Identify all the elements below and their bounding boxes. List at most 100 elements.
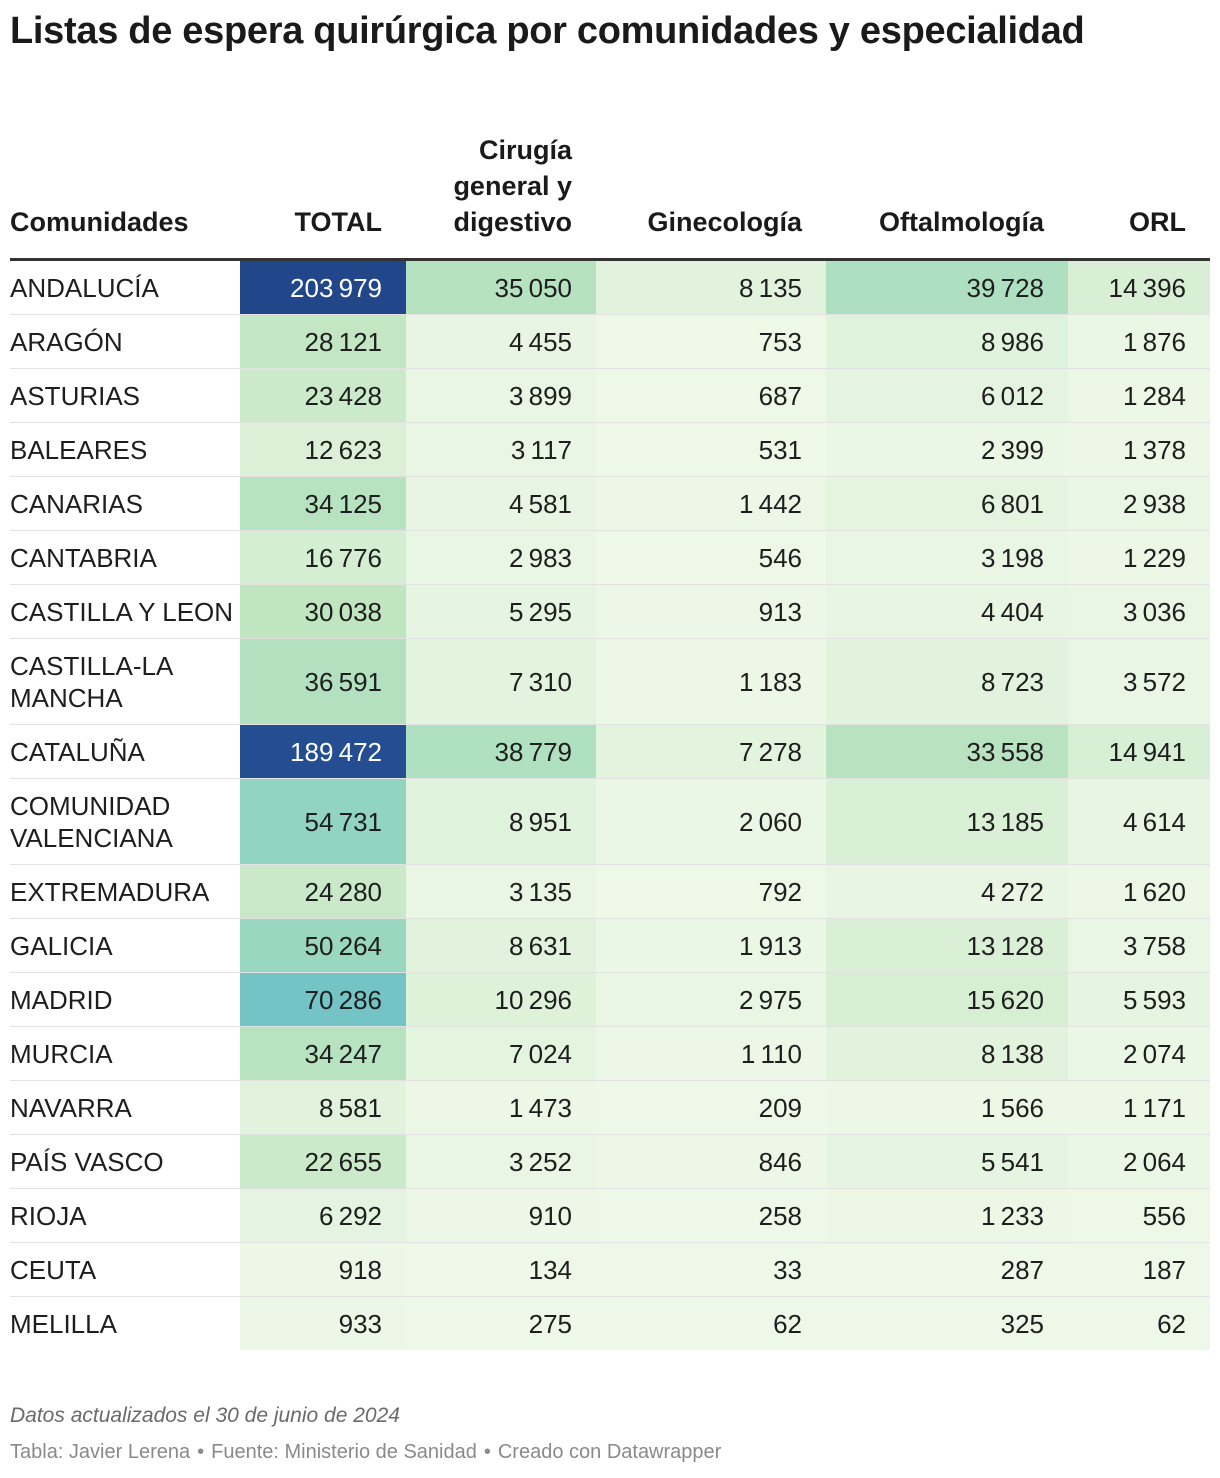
chart-title: Listas de espera quirúrgica por comunida… xyxy=(10,10,1085,52)
cell-ginecologia: 33 xyxy=(596,1242,826,1297)
cell-oftalmologia: 8 138 xyxy=(826,1026,1068,1081)
cell-oftalmologia: 2 399 xyxy=(826,422,1068,477)
cell-total: 918 xyxy=(240,1242,406,1297)
table-row: CASTILLA-LA MANCHA 36 591 7 310 1 183 8 723 3… xyxy=(10,638,1210,725)
row-label: MURCIA xyxy=(10,1026,240,1081)
table-row: CATALUÑA 189 472 38 779 7 278 33 558 14 941 xyxy=(10,724,1210,779)
cell-cirugia: 910 xyxy=(406,1188,596,1243)
row-label: CASTILLA-LA MANCHA xyxy=(10,638,240,725)
cell-oftalmologia: 6 012 xyxy=(826,368,1068,423)
cell-ginecologia: 209 xyxy=(596,1080,826,1135)
cell-cirugia: 3 117 xyxy=(406,422,596,477)
table-row: CANTABRIA 16 776 2 983 546 3 198 1 229 xyxy=(10,530,1210,585)
cell-cirugia: 3 899 xyxy=(406,368,596,423)
cell-total: 16 776 xyxy=(240,530,406,585)
cell-orl: 62 xyxy=(1068,1296,1210,1350)
column-header-total: TOTAL xyxy=(240,108,406,261)
cell-total: 22 655 xyxy=(240,1134,406,1189)
column-header-ginecologia: Ginecología xyxy=(596,108,826,261)
cell-total: 8 581 xyxy=(240,1080,406,1135)
footer-credits: Tabla: Javier Lerena • Fuente: Ministerio … xyxy=(10,1441,721,1464)
cell-orl: 2 938 xyxy=(1068,476,1210,531)
column-header-oftalmologia: Oftalmología xyxy=(826,108,1068,261)
row-label: GALICIA xyxy=(10,918,240,973)
cell-cirugia: 4 455 xyxy=(406,314,596,369)
cell-total: 30 038 xyxy=(240,584,406,639)
cell-oftalmologia: 1 233 xyxy=(826,1188,1068,1243)
row-label: PAÍS VASCO xyxy=(10,1134,240,1189)
row-label: ARAGÓN xyxy=(10,314,240,369)
cell-ginecologia: 2 060 xyxy=(596,778,826,865)
header-row: Comunidades TOTAL Cirugía general y dige… xyxy=(10,108,1210,261)
cell-ginecologia: 687 xyxy=(596,368,826,423)
cell-oftalmologia: 325 xyxy=(826,1296,1068,1350)
table-row: MELILLA 933 275 62 325 62 xyxy=(10,1296,1210,1350)
cell-ginecologia: 1 183 xyxy=(596,638,826,725)
cell-cirugia: 38 779 xyxy=(406,724,596,779)
table-body: ANDALUCÍA 203 979 35 050 8 135 39 728 14 396 A… xyxy=(10,259,1210,1350)
cell-cirugia: 35 050 xyxy=(406,259,596,315)
cell-oftalmologia: 6 801 xyxy=(826,476,1068,531)
footer-tool: Creado con Datawrapper xyxy=(497,1441,722,1463)
table-row: COMUNIDAD VALENCIANA 54 731 8 951 2 060 13 1… xyxy=(10,778,1210,865)
cell-total: 70 286 xyxy=(240,972,406,1027)
cell-total: 50 264 xyxy=(240,918,406,973)
column-header-orl: ORL xyxy=(1068,108,1210,261)
data-table: Comunidades TOTAL Cirugía general y dige… xyxy=(10,108,1210,1350)
cell-oftalmologia: 4 272 xyxy=(826,864,1068,919)
row-label: CANTABRIA xyxy=(10,530,240,585)
cell-ginecologia: 1 442 xyxy=(596,476,826,531)
cell-cirugia: 8 951 xyxy=(406,778,596,865)
cell-oftalmologia: 3 198 xyxy=(826,530,1068,585)
cell-total: 34 125 xyxy=(240,476,406,531)
cell-orl: 1 284 xyxy=(1068,368,1210,423)
cell-ginecologia: 2 975 xyxy=(596,972,826,1027)
row-label: CEUTA xyxy=(10,1242,240,1297)
column-header-comunidades: Comunidades xyxy=(10,108,240,261)
footer-author: Tabla: Javier Lerena xyxy=(10,1441,191,1463)
table-row: ASTURIAS 23 428 3 899 687 6 012 1 284 xyxy=(10,368,1210,423)
cell-cirugia: 7 310 xyxy=(406,638,596,725)
cell-orl: 556 xyxy=(1068,1188,1210,1243)
cell-cirugia: 134 xyxy=(406,1242,596,1297)
cell-oftalmologia: 8 723 xyxy=(826,638,1068,725)
table-row: EXTREMADURA 24 280 3 135 792 4 272 1 620 xyxy=(10,864,1210,919)
cell-cirugia: 3 252 xyxy=(406,1134,596,1189)
cell-oftalmologia: 13 128 xyxy=(826,918,1068,973)
footer-separator: • xyxy=(197,1441,205,1463)
cell-total: 933 xyxy=(240,1296,406,1350)
cell-ginecologia: 846 xyxy=(596,1134,826,1189)
cell-cirugia: 275 xyxy=(406,1296,596,1350)
row-label: MADRID xyxy=(10,972,240,1027)
cell-oftalmologia: 33 558 xyxy=(826,724,1068,779)
cell-cirugia: 2 983 xyxy=(406,530,596,585)
cell-oftalmologia: 39 728 xyxy=(826,259,1068,315)
cell-total: 36 591 xyxy=(240,638,406,725)
cell-ginecologia: 8 135 xyxy=(596,259,826,315)
cell-total: 12 623 xyxy=(240,422,406,477)
cell-orl: 1 876 xyxy=(1068,314,1210,369)
cell-total: 203 979 xyxy=(240,259,406,315)
row-label: COMUNIDAD VALENCIANA xyxy=(10,778,240,865)
cell-total: 34 247 xyxy=(240,1026,406,1081)
cell-orl: 1 378 xyxy=(1068,422,1210,477)
row-label: CANARIAS xyxy=(10,476,240,531)
cell-total: 23 428 xyxy=(240,368,406,423)
table-row: NAVARRA 8 581 1 473 209 1 566 1 171 xyxy=(10,1080,1210,1135)
cell-cirugia: 5 295 xyxy=(406,584,596,639)
cell-oftalmologia: 8 986 xyxy=(826,314,1068,369)
cell-cirugia: 7 024 xyxy=(406,1026,596,1081)
cell-cirugia: 1 473 xyxy=(406,1080,596,1135)
table-row: CASTILLA Y LEON 30 038 5 295 913 4 404 3 036 xyxy=(10,584,1210,639)
row-label: ASTURIAS xyxy=(10,368,240,423)
cell-orl: 5 593 xyxy=(1068,972,1210,1027)
cell-ginecologia: 753 xyxy=(596,314,826,369)
row-label: NAVARRA xyxy=(10,1080,240,1135)
cell-ginecologia: 546 xyxy=(596,530,826,585)
footer-separator: • xyxy=(483,1441,491,1463)
row-label: RIOJA xyxy=(10,1188,240,1243)
table-row: RIOJA 6 292 910 258 1 233 556 xyxy=(10,1188,1210,1243)
cell-orl: 187 xyxy=(1068,1242,1210,1297)
table-row: MURCIA 34 247 7 024 1 110 8 138 2 074 xyxy=(10,1026,1210,1081)
cell-ginecologia: 258 xyxy=(596,1188,826,1243)
